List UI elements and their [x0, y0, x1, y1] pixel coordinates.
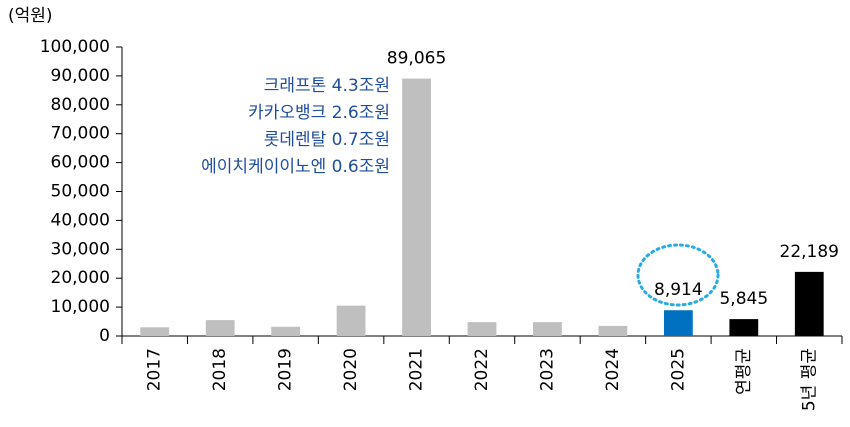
bar	[729, 319, 759, 336]
data-label: 89,065	[387, 49, 446, 69]
y-tick-label: 70,000	[51, 124, 110, 144]
bar	[205, 320, 235, 336]
y-tick-label: 0	[99, 326, 110, 346]
x-tick-label: 2025	[668, 348, 688, 391]
y-unit-label: (억원)	[8, 6, 53, 26]
y-tick-label: 90,000	[51, 66, 110, 86]
data-label: 22,189	[780, 242, 839, 262]
annotation: 크래프톤 4.3조원	[264, 76, 390, 96]
bar	[598, 325, 628, 336]
y-tick-label: 60,000	[51, 153, 110, 173]
y-tick-label: 30,000	[51, 239, 110, 259]
y-tick-label: 40,000	[51, 210, 110, 230]
highlight-circle	[636, 243, 720, 307]
y-tick-label: 20,000	[51, 268, 110, 288]
x-tick-label: 연평균	[734, 348, 754, 395]
x-tick-label: 2021	[407, 348, 427, 391]
bar	[402, 78, 431, 337]
data-label: 5,845	[719, 289, 768, 309]
bar	[140, 327, 170, 336]
data-label: 8,914	[654, 280, 703, 300]
bar	[794, 271, 824, 336]
y-tick-label: 100,000	[40, 37, 110, 57]
x-tick-label: 2020	[341, 348, 361, 391]
bar	[663, 310, 693, 336]
x-tick-label: 2022	[472, 348, 492, 391]
bar	[336, 305, 366, 336]
bar	[467, 322, 497, 336]
x-tick-label: 2017	[145, 348, 165, 391]
x-tick-label: 2023	[537, 348, 557, 391]
y-tick-label: 10,000	[51, 297, 110, 317]
bar	[271, 326, 301, 336]
x-tick-label: 2019	[276, 348, 296, 391]
x-tick-label: 2018	[210, 348, 230, 391]
y-tick-label: 50,000	[51, 182, 110, 202]
x-tick-label: 2024	[603, 348, 623, 391]
x-tick-label: 5년 평균	[799, 348, 819, 411]
bar	[533, 322, 562, 336]
y-tick-label: 80,000	[51, 95, 110, 115]
annotation: 에이치케이이노엔 0.6조원	[201, 157, 390, 177]
annotation: 롯데렌탈 0.7조원	[264, 130, 390, 150]
annotation: 카카오뱅크 2.6조원	[248, 103, 390, 123]
